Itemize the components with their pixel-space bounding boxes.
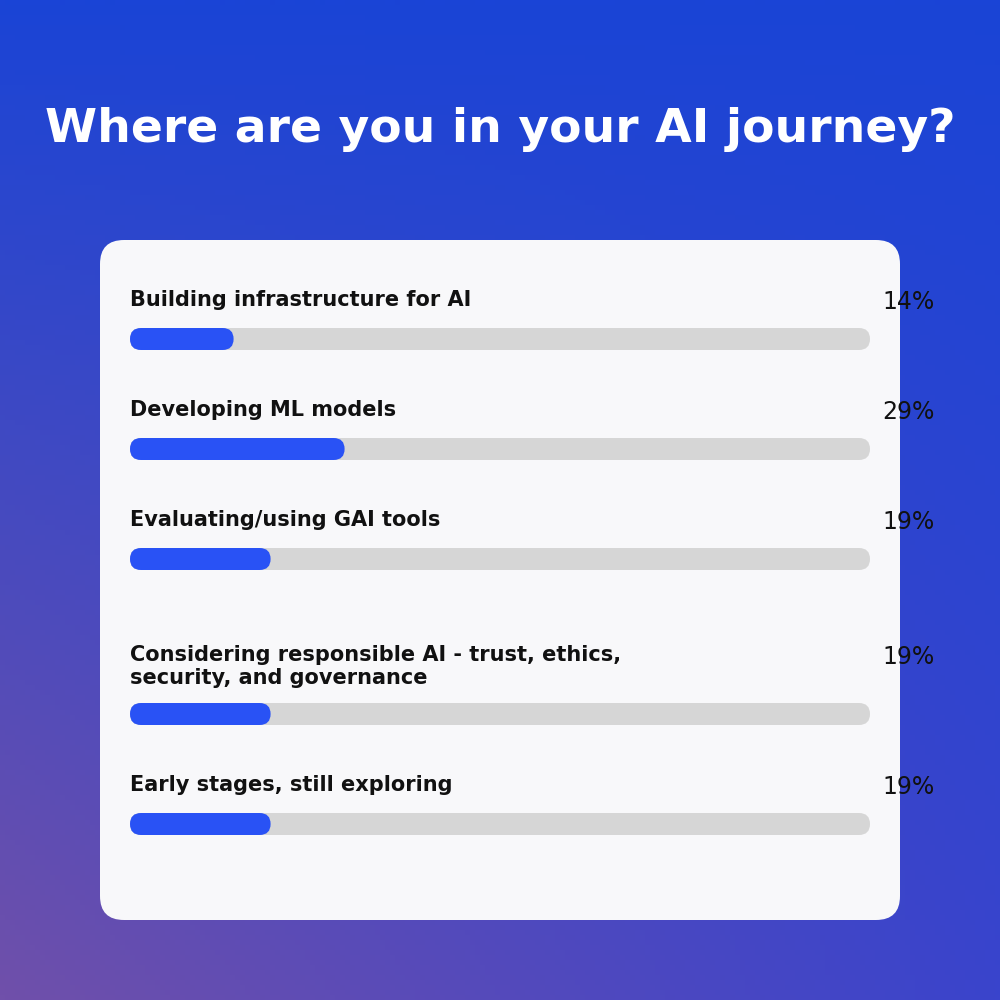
FancyBboxPatch shape: [130, 703, 870, 725]
Text: 29%: 29%: [882, 400, 934, 424]
FancyBboxPatch shape: [130, 438, 345, 460]
FancyBboxPatch shape: [130, 438, 870, 460]
Text: Developing ML models: Developing ML models: [130, 400, 396, 420]
Text: Considering responsible AI - trust, ethics,
security, and governance: Considering responsible AI - trust, ethi…: [130, 645, 621, 688]
Text: 19%: 19%: [882, 510, 934, 534]
Text: Early stages, still exploring: Early stages, still exploring: [130, 775, 452, 795]
FancyBboxPatch shape: [130, 548, 870, 570]
Text: 19%: 19%: [882, 775, 934, 799]
Text: 19%: 19%: [882, 645, 934, 669]
Text: Evaluating/using GAI tools: Evaluating/using GAI tools: [130, 510, 440, 530]
FancyBboxPatch shape: [130, 813, 870, 835]
Text: 14%: 14%: [882, 290, 934, 314]
FancyBboxPatch shape: [130, 548, 271, 570]
Text: Building infrastructure for AI: Building infrastructure for AI: [130, 290, 471, 310]
Text: Where are you in your AI journey?: Where are you in your AI journey?: [45, 107, 955, 152]
FancyBboxPatch shape: [130, 703, 271, 725]
FancyBboxPatch shape: [130, 813, 271, 835]
FancyBboxPatch shape: [130, 328, 234, 350]
FancyBboxPatch shape: [130, 328, 870, 350]
FancyBboxPatch shape: [100, 240, 900, 920]
